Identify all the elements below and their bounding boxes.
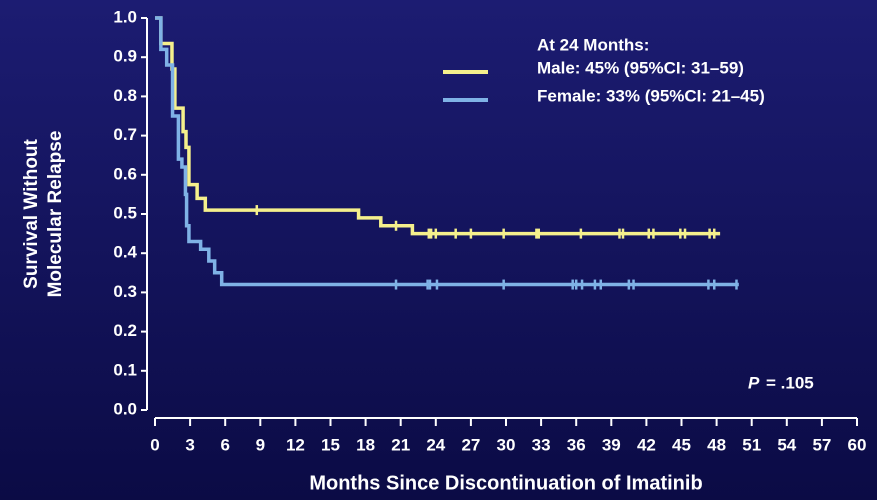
x-axis-label: Months Since Discontinuation of Imatinib — [309, 472, 702, 494]
y-tick-label: 0.4 — [113, 243, 137, 262]
y-tick-label: 1.0 — [113, 7, 137, 26]
x-tick-label: 6 — [220, 435, 229, 454]
y-tick-label: 0.8 — [113, 86, 137, 105]
x-tick-label: 60 — [848, 435, 867, 454]
legend-title: At 24 Months: — [537, 35, 649, 54]
x-tick-label: 39 — [602, 435, 621, 454]
legend-label: Female: 33% (95%CI: 21–45) — [537, 86, 765, 105]
x-tick-label: 30 — [497, 435, 516, 454]
y-tick-label: 0.2 — [113, 321, 137, 340]
x-tick-label: 18 — [356, 435, 375, 454]
survival-curve — [155, 16, 739, 287]
x-tick-label: 48 — [707, 435, 726, 454]
y-tick-label: 0.7 — [113, 125, 137, 144]
y-tick-label: 0.1 — [113, 360, 137, 379]
x-tick-label: 15 — [321, 435, 340, 454]
x-tick-label: 0 — [150, 435, 159, 454]
x-tick-label: 3 — [185, 435, 194, 454]
x-tick-label: 33 — [532, 435, 551, 454]
y-tick-label: 0.6 — [113, 164, 137, 183]
p-value: = .105 — [766, 373, 814, 392]
y-axis-label: Molecular Relapse — [45, 131, 66, 298]
y-tick-label: 0.0 — [113, 399, 137, 418]
x-tick-label: 21 — [391, 435, 410, 454]
y-tick-label: 0.3 — [113, 282, 137, 301]
y-tick-label: 0.9 — [113, 47, 137, 66]
x-tick-label: 57 — [812, 435, 831, 454]
x-tick-label: 45 — [672, 435, 691, 454]
x-tick-label: 36 — [567, 435, 586, 454]
x-tick-label: 24 — [426, 435, 445, 454]
x-tick-label: 12 — [286, 435, 305, 454]
x-tick-label: 51 — [742, 435, 761, 454]
x-tick-label: 9 — [256, 435, 265, 454]
y-axis-label: Survival Without — [21, 138, 42, 288]
legend-label: Male: 45% (95%CI: 31–59) — [537, 58, 744, 77]
p-label: P — [748, 373, 760, 392]
y-tick-label: 0.5 — [113, 203, 137, 222]
x-tick-label: 42 — [637, 435, 656, 454]
x-tick-label: 54 — [777, 435, 796, 454]
x-tick-label: 27 — [461, 435, 480, 454]
